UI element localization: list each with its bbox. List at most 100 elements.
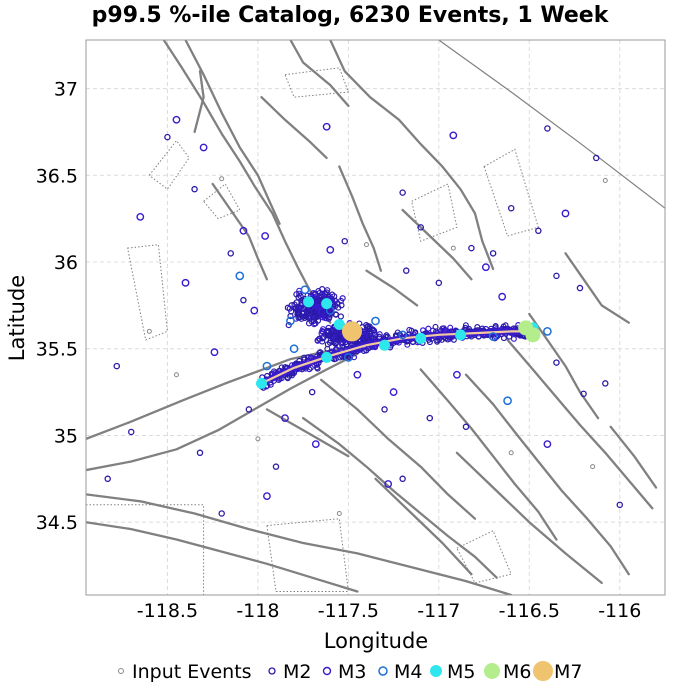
event-m3: [322, 122, 331, 131]
event-marker: [333, 329, 340, 336]
event-marker: [363, 321, 370, 329]
event-m5: [303, 296, 315, 308]
fault-trace: [401, 208, 473, 281]
event-m3: [311, 440, 320, 449]
event-m2: [381, 406, 388, 413]
event-m5: [321, 351, 333, 363]
fault-trace: [609, 425, 658, 489]
event-marker: [337, 313, 344, 320]
event-marker: [370, 327, 378, 334]
legend-marker: [484, 663, 500, 679]
x-ticks: -118.5 -118 -117.5 -117 -116.5 -116: [137, 600, 642, 622]
event-input-events: [363, 242, 369, 248]
event-m2: [435, 279, 443, 287]
event-m2: [308, 388, 316, 396]
event-m2: [164, 133, 171, 141]
event-m2: [553, 272, 560, 280]
legend-label: M2: [283, 661, 311, 683]
legend-label: Input Events: [132, 661, 252, 683]
event-m3: [326, 245, 335, 254]
event-marker: [338, 302, 345, 309]
event-input-events: [146, 328, 152, 334]
x-axis-label: Longitude: [324, 629, 428, 653]
event-m4: [488, 332, 498, 341]
event-m2: [403, 267, 410, 274]
x-tick-label: -116.5: [499, 600, 560, 622]
event-m5: [256, 377, 268, 389]
event-m3: [263, 492, 271, 501]
shear-line: [438, 40, 665, 209]
event-input-events: [590, 464, 596, 470]
fault-trace: [419, 368, 558, 541]
event-m2: [576, 284, 584, 292]
fault-trace: [265, 408, 350, 458]
event-m2: [426, 414, 434, 422]
event-m2: [104, 475, 111, 483]
event-m2: [616, 501, 624, 509]
dotted-zone: [148, 139, 190, 190]
event-marker: [326, 332, 333, 339]
event-m4: [543, 327, 552, 336]
event-m3: [384, 480, 393, 488]
event-m2: [535, 227, 542, 235]
fault-trace: [464, 373, 630, 576]
event-input-events: [336, 510, 342, 516]
event-marker: [335, 334, 343, 342]
event-m3: [498, 292, 507, 301]
event-m2: [602, 380, 609, 387]
fault-trace: [455, 451, 603, 585]
event-marker: [311, 308, 319, 315]
event-marker: [284, 375, 291, 382]
fault-trace: [162, 40, 332, 324]
fault-trace: [86, 521, 359, 593]
fault-trace: [86, 352, 359, 472]
legend-marker: [322, 666, 332, 676]
event-m2: [553, 359, 560, 366]
dotted-zone: [127, 244, 168, 341]
event-m2: [341, 237, 348, 245]
dotted-zone: [483, 148, 539, 237]
fault-trace: [374, 477, 473, 576]
legend-label: M5: [447, 661, 475, 683]
event-marker: [510, 335, 517, 342]
event-m2: [580, 390, 587, 398]
dotted-zone: [284, 67, 350, 98]
event-marker: [323, 315, 330, 322]
x-tick-label: -118.5: [137, 600, 198, 622]
event-input-events: [219, 176, 225, 182]
event-input-events: [602, 177, 608, 183]
event-marker: [314, 317, 322, 324]
x-tick-label: -118: [236, 600, 279, 622]
legend-marker: [378, 666, 388, 676]
event-m5: [333, 318, 345, 330]
legend-marker: [533, 661, 553, 681]
event-m7: [341, 321, 362, 342]
event-marker: [491, 335, 498, 342]
event-m3: [250, 306, 259, 315]
event-m3: [281, 414, 289, 422]
fault-trace: [338, 165, 383, 272]
event-marker: [296, 310, 303, 317]
event-marker: [440, 325, 447, 332]
y-tick-label: 35.5: [36, 339, 78, 361]
event-m5: [455, 329, 467, 341]
event-m2: [507, 204, 515, 212]
y-ticks: 34.5 35 35.5 36 36.5 37: [36, 79, 78, 535]
event-marker: [318, 330, 325, 337]
event-marker: [313, 364, 320, 371]
event-marker: [311, 291, 318, 298]
x-tick-label: -117.5: [318, 600, 379, 622]
event-m3: [449, 131, 458, 140]
legend-marker: [118, 668, 124, 674]
event-m3: [481, 263, 490, 272]
event-m3: [353, 370, 362, 379]
event-m4: [286, 316, 295, 326]
dotted-zone: [411, 183, 458, 242]
event-marker: [332, 311, 340, 318]
event-m2: [544, 125, 551, 132]
event-m2: [417, 224, 424, 231]
event-marker: [342, 339, 349, 346]
event-m3: [172, 115, 181, 124]
event-m2: [127, 428, 135, 436]
event-m2: [113, 362, 121, 370]
